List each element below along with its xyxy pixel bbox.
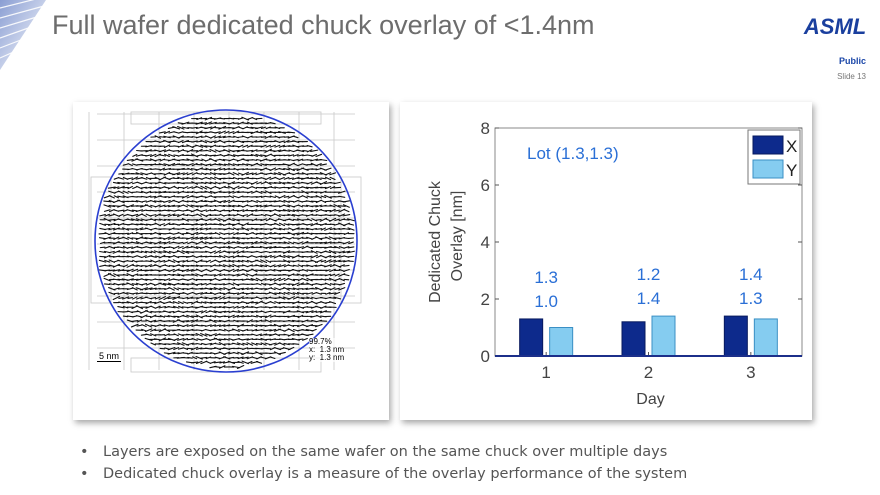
asml-logo: ASML	[803, 14, 866, 39]
x-axis-label: Day	[636, 391, 664, 408]
y-tick-label: 6	[481, 176, 490, 195]
legend-swatch-x	[752, 135, 784, 155]
wafer-outline	[94, 109, 358, 373]
bullet-list: Layers are exposed on the same wafer on …	[78, 441, 687, 485]
slide-number: Slide 13	[837, 72, 866, 81]
bar-x	[723, 315, 748, 357]
corner-decoration	[0, 0, 46, 70]
bar-y	[549, 327, 574, 357]
y-tick-label: 8	[481, 119, 490, 138]
y-tick-label: 2	[481, 290, 490, 309]
bar-y	[651, 315, 676, 357]
map-stat-coverage: 99.7%	[309, 337, 332, 346]
x-tick-label: 2	[644, 363, 653, 382]
edge-field	[130, 357, 322, 373]
overlay-vectors	[98, 116, 355, 370]
map-stat-y: y: 1.3 nm	[309, 353, 345, 362]
edge-field	[90, 176, 112, 304]
map-scale-label: 5 nm	[97, 351, 122, 362]
bullet-item: Dedicated chuck overlay is a measure of …	[78, 463, 687, 485]
bar-value-label: 1.4	[739, 265, 763, 284]
y-axis-label: Dedicated Chuck	[427, 180, 444, 303]
overlay-chart-panel: 0 2 4 6 8 1 1.3 1.0 2 1.2 1.4 3 1.4 1.3 Lot (1.3,1.3) D…	[400, 102, 812, 420]
bar-value-label: 1.0	[534, 292, 558, 311]
overlay-bar-chart: 0 2 4 6 8 1 1.3 1.0 2 1.2 1.4 3 1.4 1.3 Lot (1.3,1.3) D…	[427, 119, 803, 408]
x-tick-label: 3	[746, 363, 755, 382]
classification-label: Public	[838, 56, 866, 66]
bar-value-label: 1.2	[637, 265, 661, 284]
x-tick-label: 1	[541, 363, 550, 382]
y-tick-label: 0	[481, 347, 490, 366]
bullet-item: Layers are exposed on the same wafer on …	[78, 441, 687, 463]
edge-field	[130, 111, 322, 125]
bar-value-label: 1.3	[534, 268, 558, 287]
legend-label-x: X	[786, 137, 797, 156]
logo-text: ASML	[803, 14, 866, 39]
legend-label-y: Y	[786, 161, 797, 180]
y-tick-label: 4	[481, 233, 490, 252]
bar-value-label: 1.4	[637, 289, 661, 308]
lot-annotation: Lot (1.3,1.3)	[527, 144, 619, 163]
wafer-map-panel: 5 nm 99.7% x: 1.3 nm y: 1.3 nm	[73, 102, 389, 420]
edge-field	[340, 176, 362, 304]
bar-x	[519, 318, 544, 357]
bar-value-label: 1.3	[739, 289, 763, 308]
map-stats: 99.7% x: 1.3 nm y: 1.3 nm	[309, 337, 345, 362]
y-axis-label: Overlay [nm]	[449, 191, 466, 282]
bar-x	[621, 321, 646, 357]
legend-swatch-y	[752, 159, 784, 179]
map-stat-x: x: 1.3 nm	[309, 345, 345, 354]
wafer-overlay-map	[88, 109, 362, 373]
chart-legend: XY	[747, 129, 801, 185]
bar-y	[753, 318, 778, 357]
slide-title: Full wafer dedicated chuck overlay of <1…	[52, 10, 595, 40]
